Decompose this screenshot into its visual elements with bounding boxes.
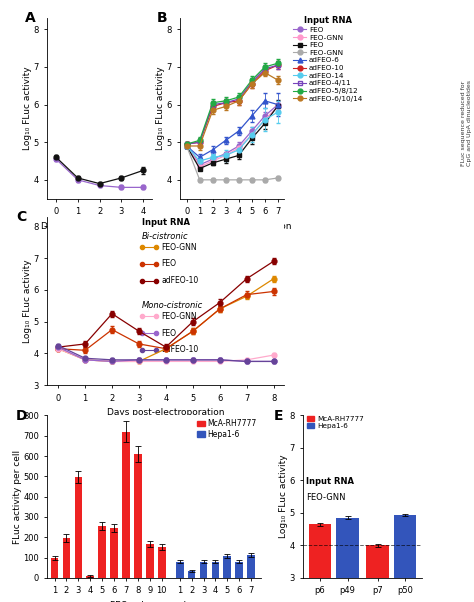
- Y-axis label: Log₁₀ FLuc activity: Log₁₀ FLuc activity: [23, 67, 32, 150]
- Text: Input RNA: Input RNA: [306, 477, 354, 486]
- Bar: [366, 545, 389, 602]
- Text: Bi-cistronic: Bi-cistronic: [142, 232, 189, 241]
- Bar: [98, 526, 106, 578]
- Bar: [122, 432, 130, 578]
- Text: adFEO-10: adFEO-10: [161, 346, 199, 355]
- Y-axis label: Log₁₀ FLuc activity: Log₁₀ FLuc activity: [279, 455, 288, 538]
- Text: FLuc sequence reduced for
CpG and UpA dinucleotides: FLuc sequence reduced for CpG and UpA di…: [461, 81, 472, 166]
- Bar: [86, 576, 94, 578]
- Bar: [394, 515, 417, 602]
- Text: FEO-GNN: FEO-GNN: [161, 243, 197, 252]
- Legend: McA-RH7777, Hepa1-6: McA-RH7777, Hepa1-6: [307, 416, 364, 429]
- Bar: [134, 454, 142, 578]
- Bar: [223, 556, 231, 578]
- Bar: [188, 571, 195, 578]
- Text: FEO: FEO: [161, 259, 176, 268]
- Bar: [146, 544, 154, 578]
- Bar: [74, 477, 82, 578]
- Bar: [236, 562, 243, 578]
- Legend: McA-RH7777, Hepa1-6: McA-RH7777, Hepa1-6: [197, 419, 257, 439]
- Text: FEO: FEO: [161, 329, 176, 338]
- Bar: [110, 528, 118, 578]
- Text: C: C: [17, 210, 27, 224]
- X-axis label: Days post-electroporation: Days post-electroporation: [107, 408, 225, 417]
- Text: E: E: [274, 409, 283, 423]
- Bar: [211, 562, 219, 578]
- Y-axis label: FLuc activity per cell: FLuc activity per cell: [13, 450, 22, 544]
- Text: adFEO-10: adFEO-10: [161, 276, 199, 285]
- Bar: [51, 557, 58, 578]
- X-axis label: FEO colony number: FEO colony number: [110, 601, 198, 602]
- Bar: [309, 524, 331, 602]
- Legend: FEO, FEO-GNN, FEO, FEO-GNN, adFEO-6, adFEO-10, adFEO-14, adFEO-4/11, adFEO-5/8/1: FEO, FEO-GNN, FEO, FEO-GNN, adFEO-6, adF…: [293, 16, 364, 102]
- Bar: [247, 554, 255, 578]
- Text: D: D: [15, 409, 27, 423]
- Bar: [63, 538, 70, 578]
- Bar: [158, 547, 166, 578]
- Y-axis label: Log₁₀ FLuc activity: Log₁₀ FLuc activity: [23, 259, 32, 343]
- Bar: [337, 518, 359, 602]
- Text: Mono-cistronic: Mono-cistronic: [142, 301, 203, 310]
- Bar: [200, 562, 208, 578]
- Text: FEO-GNN: FEO-GNN: [306, 494, 345, 503]
- Text: Input RNA: Input RNA: [142, 219, 190, 228]
- X-axis label: Days post-electroporation: Days post-electroporation: [41, 222, 158, 231]
- Text: B: B: [157, 11, 168, 25]
- X-axis label: Days post-electroporation: Days post-electroporation: [173, 222, 291, 231]
- Text: A: A: [25, 11, 35, 25]
- Text: FEO-GNN: FEO-GNN: [161, 312, 197, 321]
- Bar: [176, 562, 183, 578]
- Y-axis label: Log₁₀ FLuc activity: Log₁₀ FLuc activity: [156, 67, 165, 150]
